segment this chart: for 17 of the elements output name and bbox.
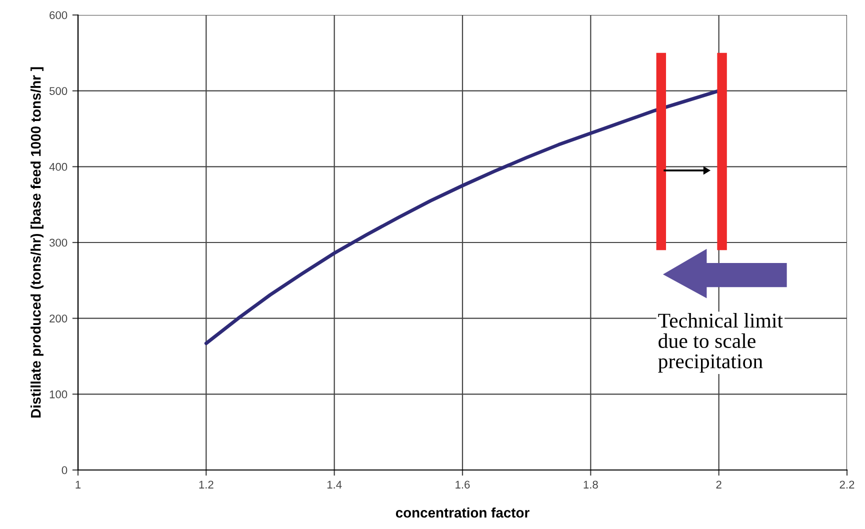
x-tick-label: 1.8 (584, 480, 598, 489)
x-tick-label: 2.2 (840, 480, 854, 488)
annotation: Technical limit due to scale precipitation (658, 313, 783, 373)
x-axis-title: concentration factor (396, 507, 530, 518)
x-tick-label: 2 (716, 480, 722, 488)
x-tick-label: 1 (76, 480, 81, 488)
y-tick-label: 500 (49, 87, 68, 95)
y-axis-title: Distillate produced (tons/hr) [base feed 1000 tons/hr ] (30, 67, 44, 418)
x-tick-label: 1.6 (456, 480, 470, 489)
y-tick-label: 400 (49, 162, 68, 171)
y-tick-label: 200 (50, 314, 68, 322)
y-tick-label: 300 (49, 238, 68, 247)
y-tick-label: 0 (62, 466, 68, 474)
y-tick-label: 600 (50, 11, 68, 20)
x-tick-label: 1.4 (327, 480, 342, 488)
x-tick-label: 1.2 (199, 480, 214, 488)
y-tick-label: 100 (50, 390, 68, 398)
